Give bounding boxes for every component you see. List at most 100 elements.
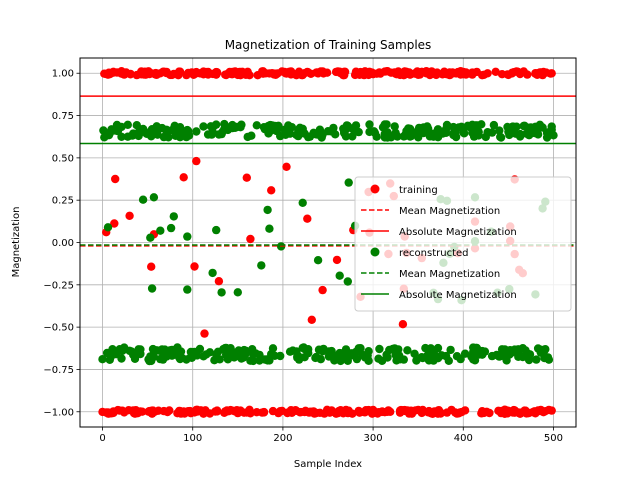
point-training (405, 69, 414, 78)
point-reconstructed (152, 346, 161, 355)
point-reconstructed (219, 344, 228, 354)
point-reconstructed (146, 352, 155, 361)
point-training (368, 70, 378, 79)
point-reconstructed (487, 351, 497, 361)
point-reconstructed (257, 261, 266, 270)
point-reconstructed (294, 131, 303, 141)
point-training (100, 69, 109, 78)
point-reconstructed (159, 132, 169, 142)
point-reconstructed (313, 256, 323, 265)
point-training (132, 70, 141, 80)
point-training (179, 173, 188, 182)
point-training (193, 405, 202, 414)
point-reconstructed (171, 131, 180, 140)
point-reconstructed (515, 345, 524, 355)
point-training (240, 69, 250, 78)
y-axis-label: Magnetization (11, 207, 22, 278)
x-tick-label: 200 (273, 433, 292, 444)
point-reconstructed (427, 349, 436, 358)
point-training (503, 70, 512, 79)
point-reconstructed (335, 271, 344, 280)
point-reconstructed (393, 132, 402, 141)
legend-label: Absolute Magnetization (399, 290, 517, 301)
point-training (129, 406, 138, 415)
x-tick-label: 0 (99, 433, 105, 444)
legend-marker (370, 184, 380, 194)
point-reconstructed (299, 343, 308, 352)
point-reconstructed (248, 348, 258, 357)
point-reconstructed (515, 129, 525, 139)
point-training (192, 156, 201, 166)
point-reconstructed (419, 128, 428, 138)
x-tick-label: 300 (364, 433, 383, 444)
legend-label: reconstructed (399, 248, 469, 259)
y-tick-label: −0.25 (43, 280, 74, 291)
point-reconstructed (147, 126, 156, 135)
point-reconstructed (209, 122, 218, 131)
point-training (356, 67, 365, 77)
y-tick-label: 0.75 (52, 111, 74, 122)
point-reconstructed (483, 128, 492, 137)
point-reconstructed (364, 347, 373, 356)
point-reconstructed (292, 347, 301, 356)
point-training (478, 71, 487, 80)
point-training (339, 71, 348, 80)
point-reconstructed (162, 352, 171, 361)
point-training (491, 67, 500, 77)
point-training (523, 70, 532, 79)
point-reconstructed (146, 233, 155, 242)
point-training (151, 70, 160, 79)
point-reconstructed (374, 354, 383, 363)
point-training (246, 409, 255, 418)
point-reconstructed (202, 350, 211, 359)
legend-marker (370, 247, 380, 257)
point-reconstructed (311, 353, 320, 363)
point-training (382, 67, 391, 76)
point-reconstructed (383, 353, 392, 362)
point-training (297, 70, 306, 80)
point-reconstructed (247, 131, 256, 140)
point-reconstructed (139, 127, 149, 136)
point-reconstructed (263, 205, 272, 215)
point-training (268, 406, 278, 416)
point-reconstructed (193, 351, 202, 360)
point-training (395, 70, 405, 80)
point-reconstructed (285, 129, 295, 138)
point-training (125, 211, 134, 220)
point-reconstructed (156, 354, 165, 364)
point-reconstructed (342, 350, 352, 359)
point-reconstructed (507, 348, 517, 357)
point-reconstructed (354, 127, 363, 137)
point-reconstructed (120, 343, 129, 352)
point-reconstructed (380, 120, 389, 129)
point-reconstructed (285, 347, 295, 356)
point-reconstructed (418, 353, 427, 363)
point-reconstructed (449, 129, 458, 138)
point-reconstructed (542, 133, 552, 142)
point-training (307, 315, 316, 324)
point-reconstructed (149, 193, 159, 202)
point-training (184, 407, 193, 416)
point-reconstructed (343, 356, 352, 365)
point-reconstructed (156, 226, 165, 235)
point-reconstructed (326, 127, 335, 136)
point-reconstructed (259, 123, 269, 132)
point-reconstructed (100, 133, 109, 142)
point-reconstructed (178, 129, 187, 138)
point-reconstructed (324, 352, 334, 361)
point-training (246, 234, 255, 244)
legend-label: Mean Magnetization (399, 269, 500, 280)
point-reconstructed (390, 122, 399, 131)
point-training (288, 69, 297, 78)
point-reconstructed (103, 223, 113, 232)
point-training (212, 67, 221, 77)
axis-ticks: 0 100 200 300 400 500 −1.00 −0.75 −0.50 −0.25 0.00… (43, 69, 563, 444)
point-training (201, 406, 210, 415)
point-training (147, 409, 157, 418)
point-reconstructed (496, 133, 506, 142)
point-reconstructed (343, 277, 352, 286)
point-reconstructed (495, 126, 504, 135)
point-reconstructed (499, 347, 509, 357)
point-training (304, 68, 313, 77)
point-reconstructed (274, 121, 283, 130)
